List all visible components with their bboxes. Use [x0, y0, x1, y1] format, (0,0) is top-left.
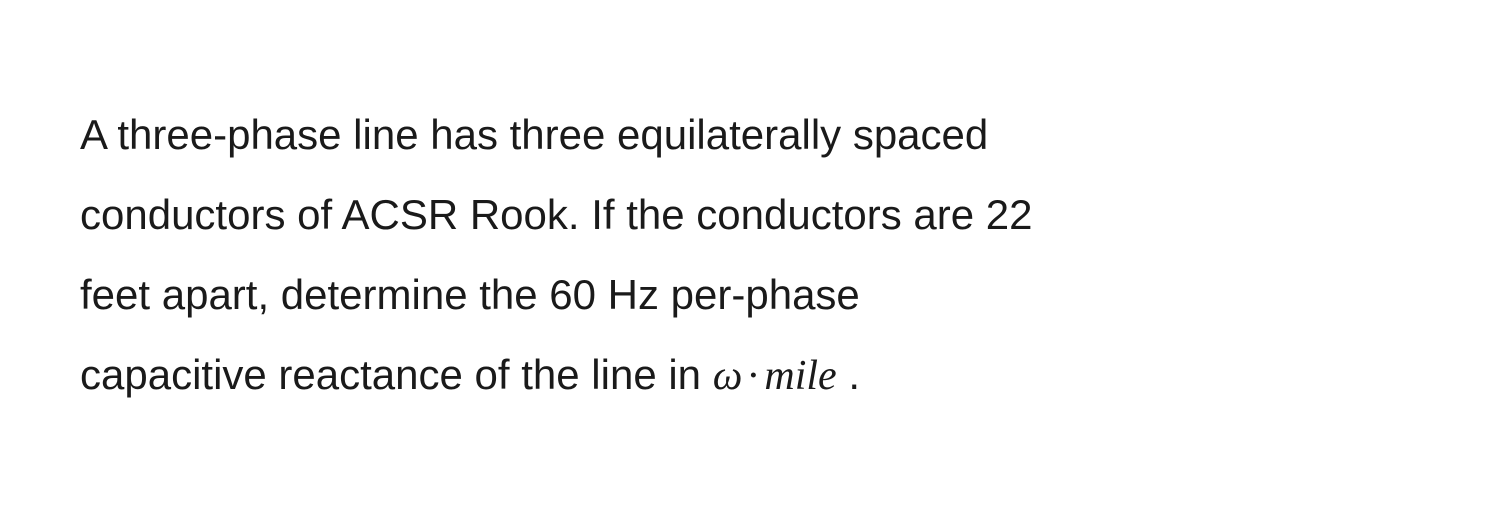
math-expression: ω·mile — [713, 353, 837, 399]
problem-line-3: feet apart, determine the 60 Hz per-phas… — [80, 271, 860, 318]
problem-line-4-suffix: . — [837, 351, 860, 398]
problem-line-1: A three-phase line has three equilateral… — [80, 111, 988, 158]
cdot-operator: · — [742, 353, 764, 399]
problem-statement: A three-phase line has three equilateral… — [80, 95, 1033, 416]
problem-line-2: conductors of ACSR Rook. If the conducto… — [80, 191, 1033, 238]
unit-mile: mile — [764, 353, 836, 399]
omega-symbol: ω — [713, 353, 743, 399]
problem-line-4-prefix: capacitive reactance of the line in — [80, 351, 713, 398]
